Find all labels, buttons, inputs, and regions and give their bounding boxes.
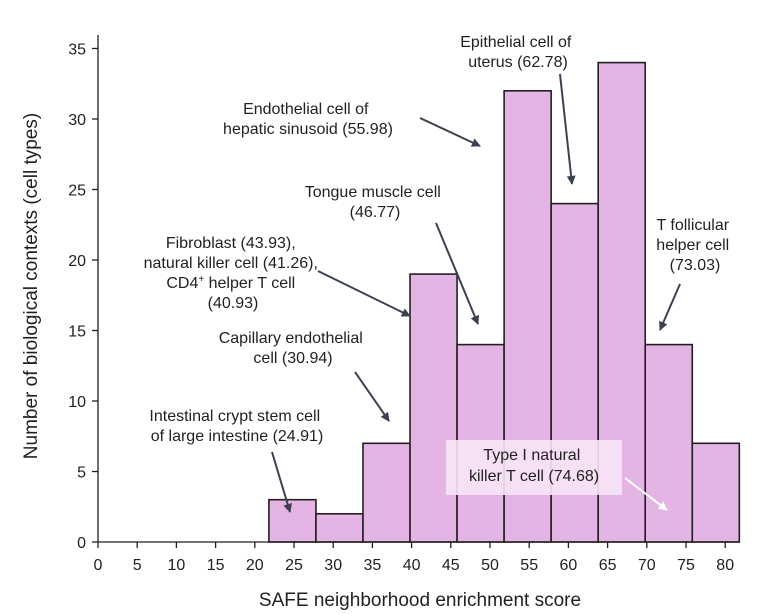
annotations: Intestinal crypt stem cell of large inte…: [144, 34, 733, 485]
x-tick-label: 60: [560, 557, 578, 574]
arrow-tongue-muscle: [435, 222, 480, 325]
annotation-fibroblast: Fibroblast (43.93), natural killer cell …: [144, 235, 323, 312]
histogram-bar: [409, 273, 458, 543]
x-tick-label: 25: [285, 557, 303, 574]
annotation-line: Tongue muscle cell: [305, 184, 441, 201]
annotation-line: (40.93): [208, 295, 259, 312]
annotation-endothelial-hepatic: Endothelial cell of hepatic sinusoid (55…: [223, 101, 393, 138]
y-tick-label: 5: [77, 465, 86, 482]
histogram-bar: [644, 343, 694, 543]
x-tick-label: 15: [207, 557, 225, 574]
annotation-capillary-endothelial: Capillary endothelial cell (30.94): [219, 330, 368, 367]
arrow-fibroblast: [317, 270, 411, 317]
annotation-line: CD4+ helper T cell: [166, 274, 295, 292]
histogram-bar: [268, 498, 317, 543]
annotation-type-i-nkt: Type I natural killer T cell (74.68): [469, 447, 599, 485]
annotation-line: Type I natural: [483, 447, 580, 464]
annotation-line: (73.03): [670, 257, 721, 274]
annotation-line: Epithelial cell of: [460, 34, 572, 51]
x-tick-label: 0: [94, 557, 103, 574]
arrow-endothelial-hepatic: [419, 117, 481, 147]
annotation-line: Endothelial cell of: [243, 101, 369, 118]
x-tick-label: 35: [364, 557, 382, 574]
annotation-line: natural killer cell (41.26),: [144, 255, 318, 272]
x-tick-label: 30: [324, 557, 342, 574]
annotation-line: of large intestine (24.91): [151, 428, 324, 445]
annotation-line: killer T cell (74.68): [469, 468, 599, 485]
annotation-line: cell (30.94): [253, 350, 332, 367]
x-tick-label: 65: [599, 557, 617, 574]
annotation-line: T follicular: [656, 217, 729, 234]
x-tick-label: 50: [481, 557, 499, 574]
annotation-line: helper cell: [656, 237, 729, 254]
annotation-t-follicular: T follicular helper cell (73.03): [656, 217, 733, 274]
x-tick-label: 75: [677, 557, 695, 574]
x-tick-label: 40: [403, 557, 421, 574]
arrow-type-i-nkt: [624, 477, 668, 511]
x-tick-label: 10: [168, 557, 186, 574]
annotation-cd4: CD4: [166, 275, 198, 292]
annotation-arrows: [271, 73, 681, 513]
x-tick-label: 80: [716, 557, 734, 574]
annotation-tongue-muscle: Tongue muscle cell (46.77): [305, 184, 446, 221]
x-tick-label: 5: [133, 557, 142, 574]
y-tick-label: 25: [68, 183, 86, 200]
arrow-epithelial-uterus: [559, 73, 576, 185]
histogram-bar: [362, 442, 411, 543]
annotation-helper: helper T cell: [204, 275, 295, 292]
arrow-intestinal-crypt: [271, 451, 292, 513]
y-axis-label: Number of biological contexts (cell type…: [21, 113, 42, 459]
x-tick-label: 55: [520, 557, 538, 574]
annotation-box-nkt: [446, 440, 622, 495]
annotation-epithelial-uterus: Epithelial cell of uterus (62.78): [460, 34, 576, 71]
annotation-intestinal-crypt: Intestinal crypt stem cell of large inte…: [149, 408, 324, 445]
y-tick-label: 15: [68, 324, 86, 341]
annotation-line: (46.77): [350, 204, 401, 221]
x-ticks: 0 5 10 15 20 25 30 35 40 45 50 55 60 65 70 75 80: [94, 542, 734, 574]
y-tick-label: 20: [68, 253, 86, 270]
y-ticks: 0 5 10 15 20 25 30 35: [68, 42, 98, 552]
histogram-bar: [315, 512, 364, 543]
y-tick-label: 10: [68, 394, 86, 411]
annotation-line: Intestinal crypt stem cell: [149, 408, 320, 425]
annotation-line: hepatic sinusoid (55.98): [223, 121, 393, 138]
histogram-bar: [691, 442, 741, 543]
annotation-superscript: +: [198, 274, 204, 285]
annotation-line: Capillary endothelial: [219, 330, 363, 347]
annotation-line: uterus (62.78): [468, 54, 568, 71]
x-axis-label: SAFE neighborhood enrichment score: [259, 590, 581, 611]
x-tick-label: 20: [246, 557, 264, 574]
x-tick-label: 70: [638, 557, 656, 574]
y-tick-label: 30: [68, 112, 86, 129]
annotation-line: Fibroblast (43.93),: [166, 235, 296, 252]
arrow-capillary-endothelial: [354, 371, 390, 422]
x-tick-label: 45: [442, 557, 460, 574]
y-tick-label: 35: [68, 42, 86, 59]
arrow-t-follicular: [659, 283, 681, 331]
y-tick-label: 0: [77, 535, 86, 552]
